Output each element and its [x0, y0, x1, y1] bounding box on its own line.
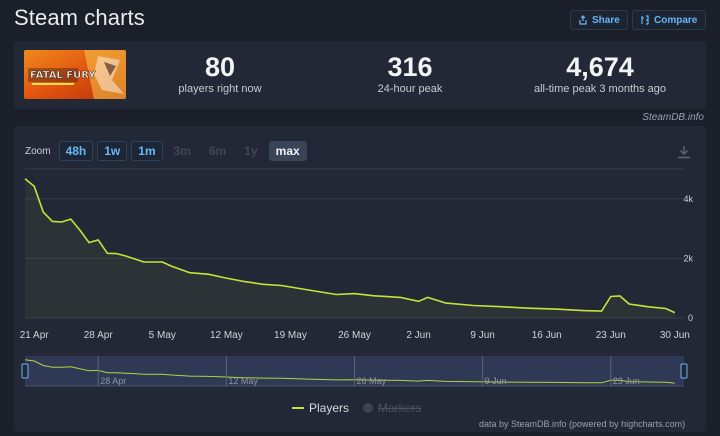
stat-label: 24-hour peak — [377, 83, 443, 95]
stat-all-time-peak: 4,674 all-time peak 3 months ago — [514, 41, 686, 95]
players-area — [25, 178, 675, 318]
compare-button[interactable]: Compare — [632, 10, 706, 30]
stats-panel: FATAL FURY 80 players right now 316 24-h… — [14, 41, 706, 109]
zoom-button-6m: 6m — [208, 144, 227, 158]
navigator-right-handle[interactable] — [680, 363, 688, 379]
navigator-label: 26 May — [357, 376, 387, 386]
x-tick-label: 16 Jun — [532, 330, 562, 341]
steamdb-credit[interactable]: SteamDB.info — [642, 112, 704, 123]
chart-panel: Zoom 48h 1w 1m 3m 6m 1y max 21 Apr 28 Apr… — [14, 126, 706, 432]
navigator-left-handle[interactable] — [21, 363, 29, 379]
legend-players-label: Players — [309, 401, 350, 415]
x-tick-label: 9 Jun — [470, 330, 494, 341]
compare-icon — [640, 15, 650, 25]
zoom-label: Zoom — [25, 145, 51, 157]
x-tick-label: 12 May — [210, 330, 243, 341]
zoom-button-1m[interactable]: 1m — [131, 141, 163, 161]
navigator-series-line — [24, 359, 675, 384]
stat-value: 4,674 — [566, 52, 634, 82]
highcharts-credit[interactable]: data by SteamDB.info (powered by highcha… — [479, 419, 686, 429]
x-tick-label: 2 Jun — [406, 330, 430, 341]
zoom-button-1y: 1y — [244, 144, 258, 158]
x-tick-label: 23 Jun — [596, 330, 626, 341]
zoom-controls: Zoom 48h 1w 1m 3m 6m 1y max — [25, 140, 307, 162]
stat-value: 80 — [204, 52, 236, 82]
legend-markers-label: Markers — [378, 401, 422, 415]
share-icon — [578, 15, 588, 25]
x-tick-label: 21 Apr — [20, 330, 50, 341]
zoom-button-1w[interactable]: 1w — [97, 141, 128, 161]
stat-players-now: 80 players right now — [160, 41, 280, 95]
y-tick-label: 2k — [683, 253, 693, 263]
stat-value: 316 — [387, 52, 433, 82]
x-tick-label: 28 Apr — [84, 330, 114, 341]
game-image: FATAL FURY — [24, 50, 126, 99]
share-label: Share — [592, 14, 620, 26]
players-chart: 21 Apr 28 Apr 5 May 12 May 19 May 26 May 2 Jun… — [20, 168, 693, 387]
legend-players[interactable]: Players — [292, 401, 349, 415]
y-tick-label: 0 — [688, 313, 693, 323]
zoom-button-48h[interactable]: 48h — [58, 141, 94, 161]
page-title: Steam charts — [14, 5, 145, 30]
page-header: Steam charts Share Compare — [0, 0, 720, 40]
zoom-button-3m: 3m — [173, 144, 191, 158]
legend-markers-swatch — [363, 403, 374, 413]
legend-players-swatch — [292, 407, 304, 409]
navigator-label: 9 Jun — [485, 376, 507, 386]
x-tick-label: 26 May — [338, 330, 371, 341]
x-tick-label: 30 Jun — [660, 330, 690, 341]
y-tick-label: 4k — [683, 194, 693, 204]
zoom-button-max[interactable]: max — [268, 141, 307, 161]
navigator-label: 28 Apr — [100, 376, 126, 386]
x-tick-label: 5 May — [149, 330, 176, 341]
stat-label: players right now — [178, 83, 262, 95]
stat-label: all-time peak 3 months ago — [533, 83, 667, 95]
navigator-label: 23 Jun — [613, 376, 640, 386]
players-series-line — [24, 178, 676, 314]
download-icon[interactable] — [677, 145, 691, 164]
compare-label: Compare — [654, 14, 698, 26]
chart-legend: Players Markers — [292, 401, 421, 415]
share-button[interactable]: Share — [570, 10, 628, 30]
x-tick-label: 19 May — [274, 330, 307, 341]
stat-24h-peak: 316 24-hour peak — [350, 41, 470, 95]
legend-markers[interactable]: Markers — [363, 401, 421, 415]
game-logo-text: FATAL FURY — [30, 70, 96, 81]
navigator-label: 12 May — [228, 376, 258, 386]
